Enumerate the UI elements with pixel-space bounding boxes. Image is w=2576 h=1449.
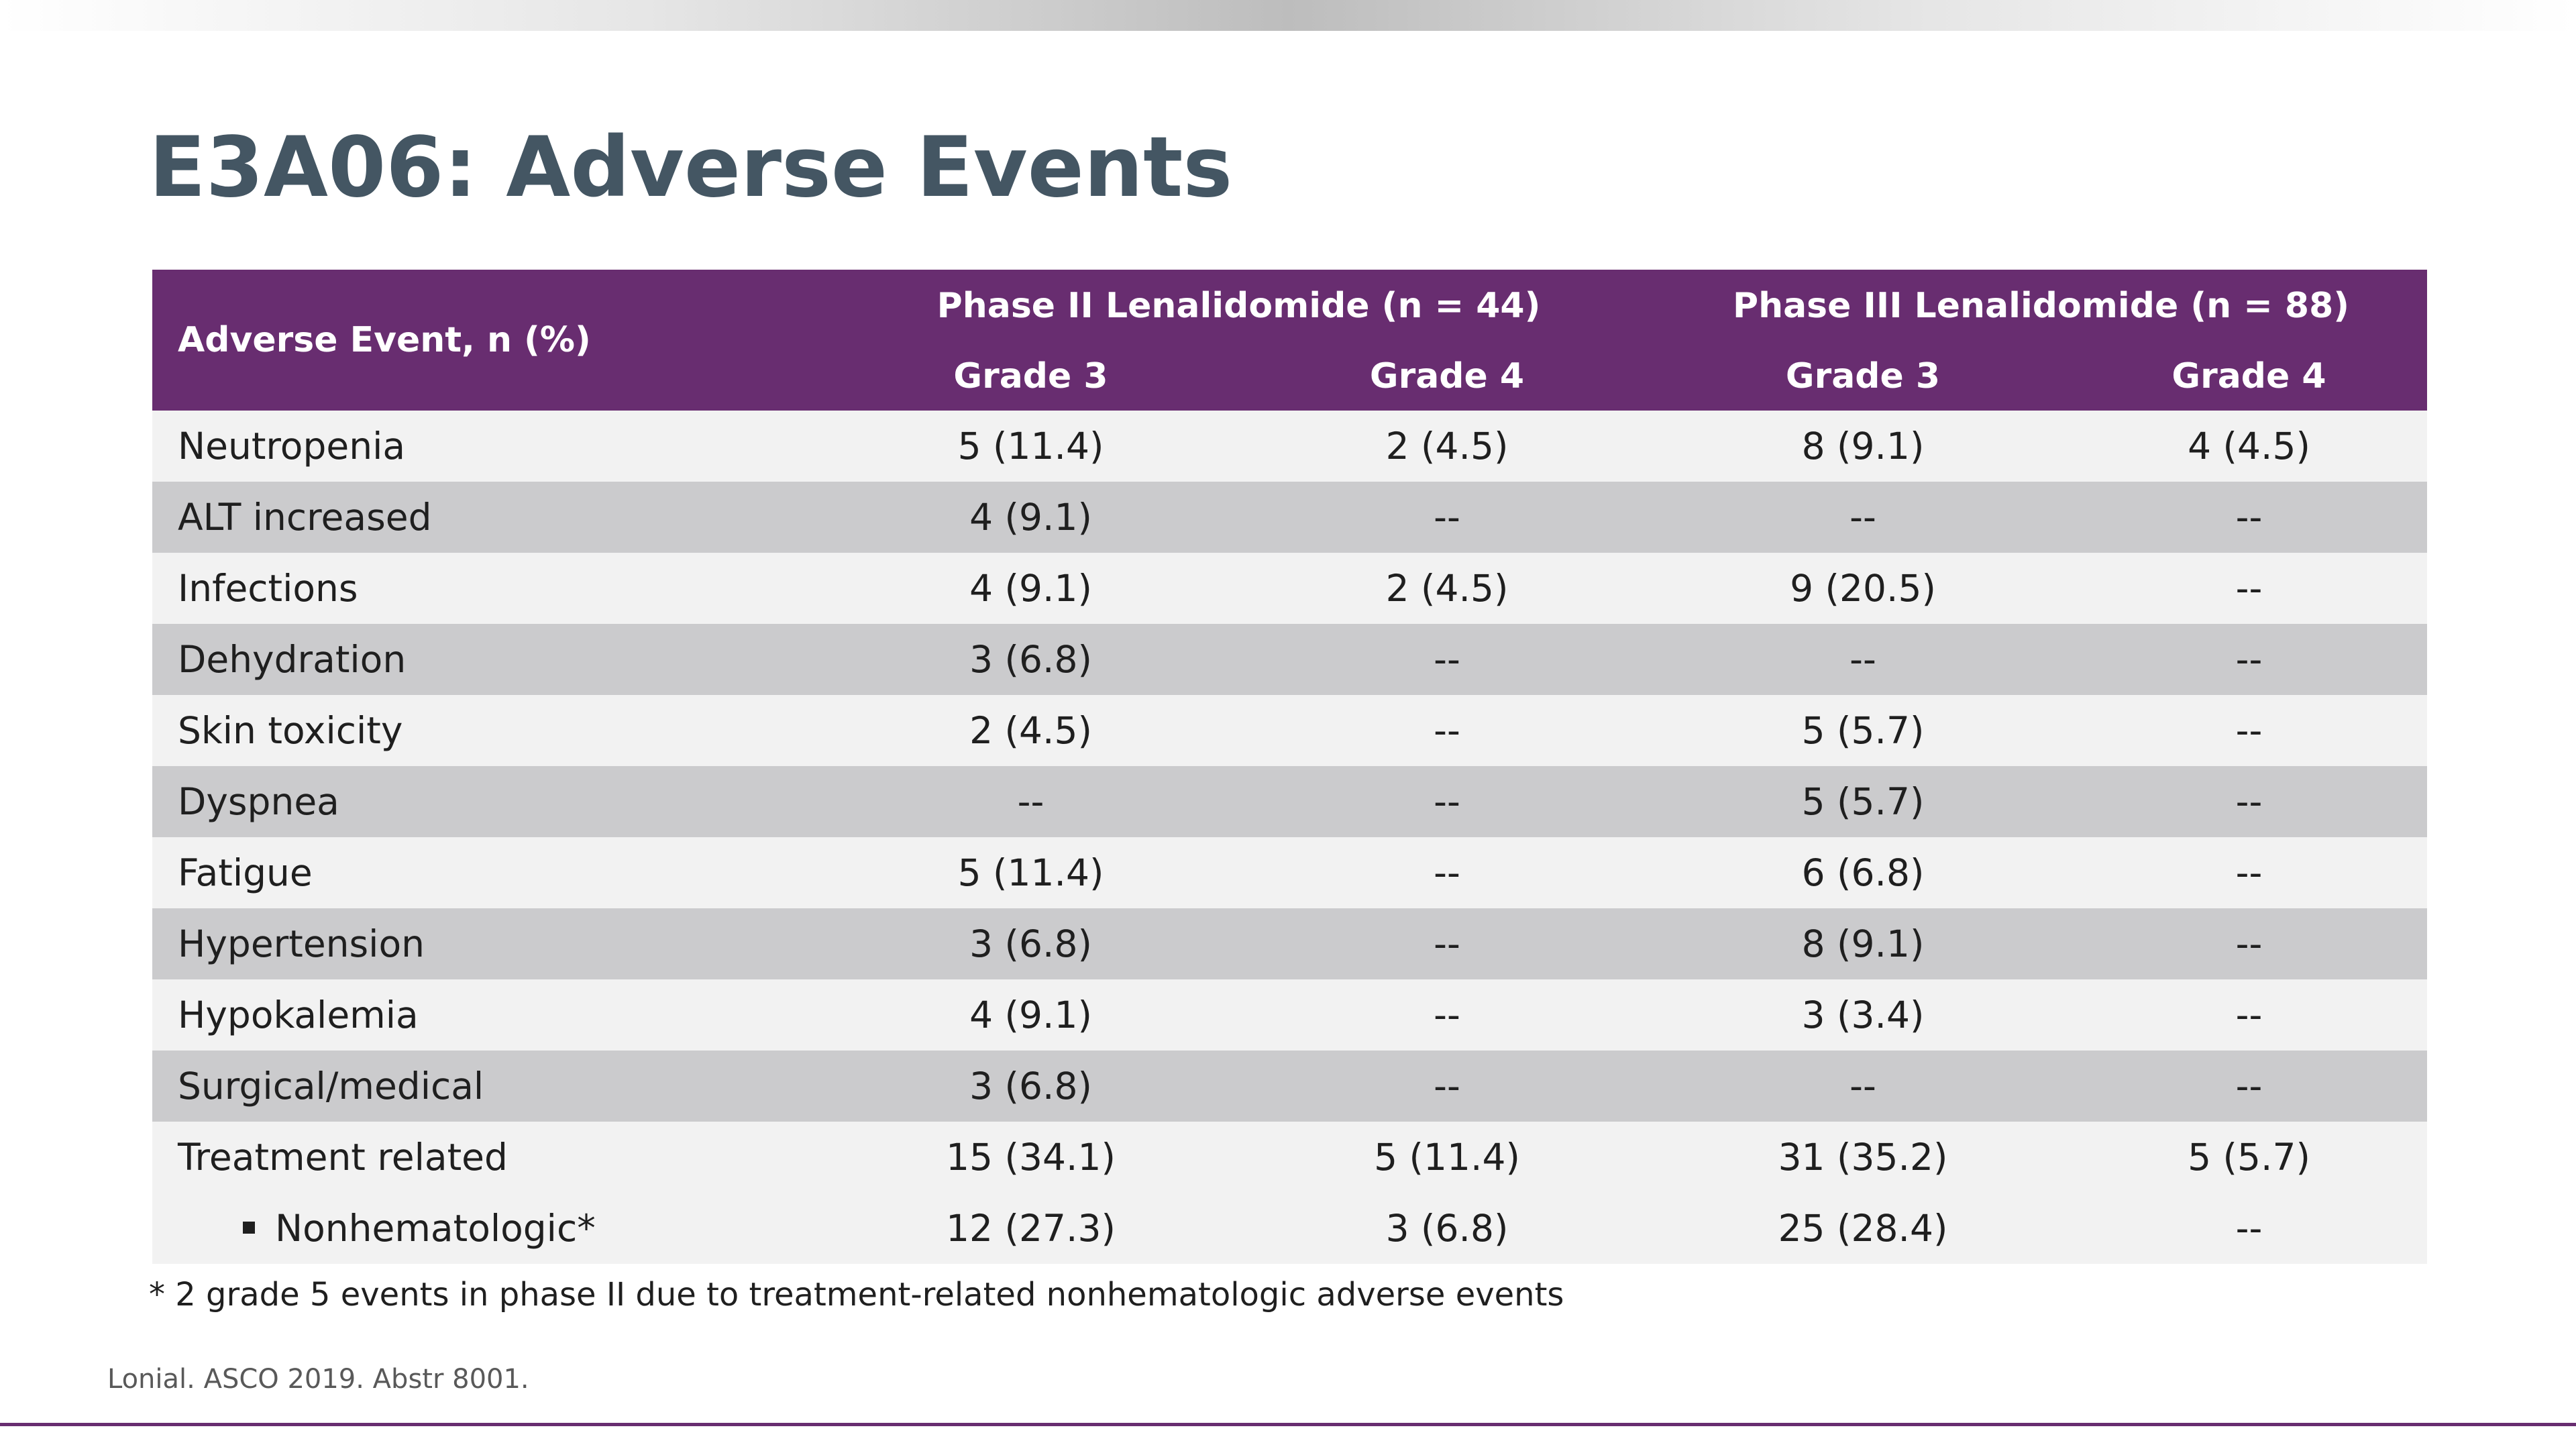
- phase-iii-grade-4-value: --: [2071, 979, 2427, 1051]
- table-row: Treatment related 15 (34.1) 5 (11.4) 31 …: [152, 1122, 2427, 1193]
- phase-ii-grade-3-value: 3 (6.8): [822, 1051, 1239, 1122]
- phase-iii-grade-3-value: 9 (20.5): [1655, 553, 2071, 624]
- phase-iii-grade-4-value: --: [2071, 1051, 2427, 1122]
- table-row: Hypokalemia 4 (9.1) -- 3 (3.4) --: [152, 979, 2427, 1051]
- event-name-subitem: Nonhematologic*: [152, 1193, 822, 1264]
- event-name: Neutropenia: [152, 411, 822, 482]
- table-row: Hypertension 3 (6.8) -- 8 (9.1) --: [152, 908, 2427, 979]
- phase-ii-grade-3-value: --: [822, 766, 1239, 837]
- slide-title: E3A06: Adverse Events: [149, 119, 1233, 216]
- event-name: Nonhematologic*: [275, 1207, 596, 1250]
- phase-ii-grade-3-value: 5 (11.4): [822, 837, 1239, 908]
- phase-iii-grade-3-value: --: [1655, 1051, 2071, 1122]
- phase-iii-grade-4-value: --: [2071, 482, 2427, 553]
- adverse-events-table: Adverse Event, n (%) Phase II Lenalidomi…: [152, 270, 2427, 1264]
- table-header-row-phases: Adverse Event, n (%) Phase II Lenalidomi…: [152, 270, 2427, 411]
- event-name: Surgical/medical: [152, 1051, 822, 1122]
- adverse-event-column-header: Adverse Event, n (%): [152, 270, 822, 411]
- phase-iii-grade-4-header: Grade 4: [2071, 341, 2427, 411]
- phase-ii-grade-3-value: 4 (9.1): [822, 553, 1239, 624]
- phase-iii-grade-3-value: 8 (9.1): [1655, 411, 2071, 482]
- phase-iii-grade-4-value: --: [2071, 624, 2427, 695]
- phase-ii-grade-4-value: --: [1239, 624, 1655, 695]
- phase-ii-grade-4-header: Grade 4: [1239, 341, 1655, 411]
- phase-ii-grade-4-value: --: [1239, 766, 1655, 837]
- table-row: Skin toxicity 2 (4.5) -- 5 (5.7) --: [152, 695, 2427, 766]
- phase-iii-grade-3-value: 31 (35.2): [1655, 1122, 2071, 1193]
- table-header: Adverse Event, n (%) Phase II Lenalidomi…: [152, 270, 2427, 411]
- phase-ii-grade-3-value: 3 (6.8): [822, 624, 1239, 695]
- phase-iii-grade-3-value: --: [1655, 624, 2071, 695]
- phase-ii-grade-4-value: 5 (11.4): [1239, 1122, 1655, 1193]
- phase-ii-grade-3-value: 4 (9.1): [822, 979, 1239, 1051]
- phase-ii-header: Phase II Lenalidomide (n = 44): [822, 270, 1655, 341]
- event-name: Hypokalemia: [152, 979, 822, 1051]
- event-name: Treatment related: [152, 1122, 822, 1193]
- phase-iii-grade-3-value: 8 (9.1): [1655, 908, 2071, 979]
- phase-iii-grade-4-value: --: [2071, 837, 2427, 908]
- phase-iii-grade-3-value: 6 (6.8): [1655, 837, 2071, 908]
- table-row: Dehydration 3 (6.8) -- -- --: [152, 624, 2427, 695]
- table-row: Dyspnea -- -- 5 (5.7) --: [152, 766, 2427, 837]
- phase-ii-grade-4-value: --: [1239, 837, 1655, 908]
- phase-ii-grade-4-value: 2 (4.5): [1239, 553, 1655, 624]
- phase-ii-grade-3-value: 15 (34.1): [822, 1122, 1239, 1193]
- phase-iii-grade-4-value: --: [2071, 908, 2427, 979]
- table-row: Neutropenia 5 (11.4) 2 (4.5) 8 (9.1) 4 (…: [152, 411, 2427, 482]
- phase-iii-grade-4-value: 4 (4.5): [2071, 411, 2427, 482]
- phase-ii-grade-4-value: 3 (6.8): [1239, 1193, 1655, 1264]
- phase-iii-grade-3-header: Grade 3: [1655, 341, 2071, 411]
- table-row: Infections 4 (9.1) 2 (4.5) 9 (20.5) --: [152, 553, 2427, 624]
- phase-ii-grade-3-value: 2 (4.5): [822, 695, 1239, 766]
- phase-iii-header: Phase III Lenalidomide (n = 88): [1655, 270, 2427, 341]
- phase-iii-grade-4-value: --: [2071, 1193, 2427, 1264]
- phase-ii-grade-4-value: 2 (4.5): [1239, 411, 1655, 482]
- phase-iii-grade-4-value: --: [2071, 553, 2427, 624]
- phase-ii-grade-3-value: 4 (9.1): [822, 482, 1239, 553]
- phase-ii-grade-3-value: 12 (27.3): [822, 1193, 1239, 1264]
- event-name: Skin toxicity: [152, 695, 822, 766]
- event-name: Fatigue: [152, 837, 822, 908]
- phase-iii-grade-4-value: --: [2071, 766, 2427, 837]
- phase-ii-grade-3-header: Grade 3: [822, 341, 1239, 411]
- table-row: Fatigue 5 (11.4) -- 6 (6.8) --: [152, 837, 2427, 908]
- phase-iii-grade-3-value: --: [1655, 482, 2071, 553]
- event-name: Infections: [152, 553, 822, 624]
- phase-iii-grade-3-value: 25 (28.4): [1655, 1193, 2071, 1264]
- phase-ii-grade-4-value: --: [1239, 482, 1655, 553]
- table-footnote: * 2 grade 5 events in phase II due to tr…: [149, 1276, 1564, 1313]
- phase-ii-grade-3-value: 5 (11.4): [822, 411, 1239, 482]
- table-body: Neutropenia 5 (11.4) 2 (4.5) 8 (9.1) 4 (…: [152, 411, 2427, 1264]
- phase-iii-grade-4-value: 5 (5.7): [2071, 1122, 2427, 1193]
- phase-ii-grade-4-value: --: [1239, 908, 1655, 979]
- phase-ii-grade-4-value: --: [1239, 695, 1655, 766]
- table-row: ALT increased 4 (9.1) -- -- --: [152, 482, 2427, 553]
- table-row: Nonhematologic* 12 (27.3) 3 (6.8) 25 (28…: [152, 1193, 2427, 1264]
- square-bullet-icon: [243, 1221, 255, 1234]
- event-name: ALT increased: [152, 482, 822, 553]
- phase-ii-grade-4-value: --: [1239, 979, 1655, 1051]
- event-name: Dyspnea: [152, 766, 822, 837]
- phase-ii-grade-4-value: --: [1239, 1051, 1655, 1122]
- event-name: Hypertension: [152, 908, 822, 979]
- phase-iii-grade-3-value: 3 (3.4): [1655, 979, 2071, 1051]
- table-row: Surgical/medical 3 (6.8) -- -- --: [152, 1051, 2427, 1122]
- phase-iii-grade-3-value: 5 (5.7): [1655, 766, 2071, 837]
- table-header-row-grades: Grade 3 Grade 4 Grade 3 Grade 4: [152, 341, 2427, 411]
- citation: Lonial. ASCO 2019. Abstr 8001.: [107, 1364, 529, 1395]
- top-gradient-bar: [0, 0, 2576, 31]
- phase-iii-grade-3-value: 5 (5.7): [1655, 695, 2071, 766]
- event-name: Dehydration: [152, 624, 822, 695]
- bottom-accent-rule: [0, 1423, 2576, 1426]
- phase-iii-grade-4-value: --: [2071, 695, 2427, 766]
- phase-ii-grade-3-value: 3 (6.8): [822, 908, 1239, 979]
